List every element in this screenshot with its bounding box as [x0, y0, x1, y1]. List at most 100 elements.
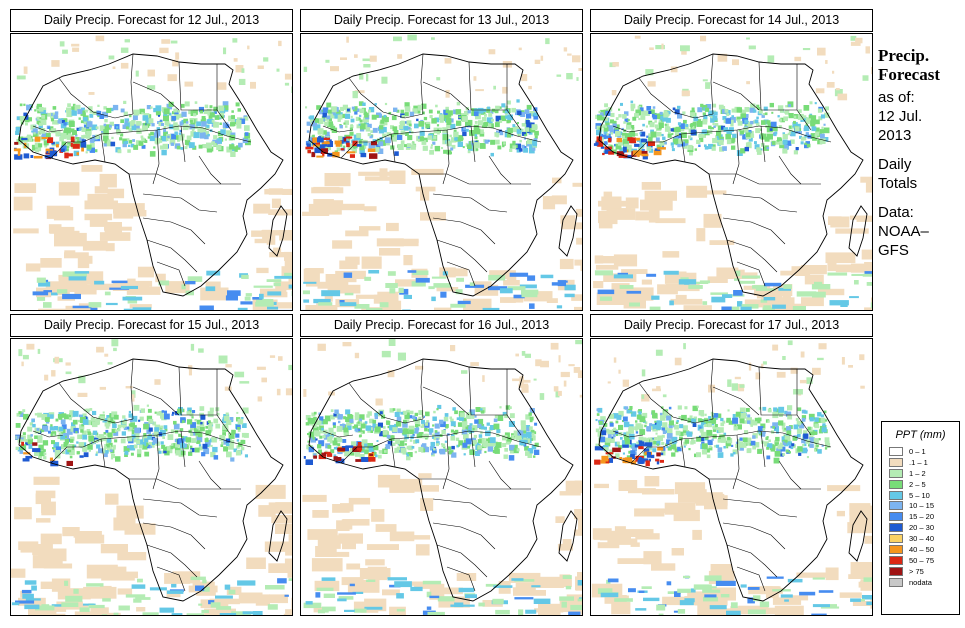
legend-item: 30 – 40 [889, 533, 959, 544]
country-border [470, 125, 476, 163]
country-border [722, 498, 798, 518]
madagascar-outline [848, 205, 868, 257]
totals-line-1: Daily [878, 156, 912, 173]
continent-outline [18, 358, 284, 602]
country-border [216, 64, 232, 131]
country-border [638, 77, 714, 119]
country-border [468, 61, 507, 111]
madagascar-outline [268, 205, 288, 257]
legend-swatch [889, 544, 903, 554]
country-border [726, 239, 778, 273]
country-border [422, 81, 470, 111]
legend-label: 40 – 50 [909, 544, 935, 554]
data-label: Data: [878, 204, 914, 221]
legend-swatch [889, 577, 903, 587]
country-border [709, 478, 821, 490]
legend-item: > 75 [889, 566, 959, 577]
country-border [506, 369, 522, 436]
country-border [712, 81, 760, 111]
country-border [32, 125, 64, 133]
legend-swatch [889, 446, 903, 456]
madagascar-outline [558, 510, 578, 562]
country-border [420, 53, 424, 115]
africa-map [593, 35, 872, 310]
totals-line-2: Totals [878, 175, 918, 192]
country-border [132, 81, 180, 111]
data-source-2: GFS [878, 242, 909, 259]
country-border [446, 261, 476, 287]
country-border [736, 261, 766, 287]
country-border [732, 434, 740, 490]
country-border [419, 173, 531, 185]
africa-map [11, 339, 292, 615]
legend-item: .1 – 1 [889, 457, 959, 468]
legend-item: 15 – 20 [889, 511, 959, 522]
forecast-panel-6: Daily Precip. Forecast for 17 Jul., 2013 [590, 314, 873, 616]
continent-outline [308, 53, 574, 297]
country-border [638, 382, 714, 424]
asof-date: 12 Jul. [878, 108, 923, 125]
country-border [630, 125, 832, 159]
country-border [156, 566, 186, 592]
legend-swatch [889, 490, 903, 500]
legend-title: PPT (mm) [895, 429, 946, 441]
sidebar-info: Precip. Forecast as of: 12 Jul. 2013 Dai… [878, 46, 964, 260]
country-border [178, 366, 217, 416]
country-border [156, 261, 186, 287]
country-border [340, 125, 542, 159]
country-border [216, 369, 232, 436]
country-border [778, 460, 802, 490]
country-border [726, 544, 778, 578]
country-border [710, 53, 714, 115]
asof-label: as of: [878, 89, 915, 106]
country-border [100, 438, 106, 468]
legend-swatch [889, 457, 903, 467]
country-border [709, 173, 821, 185]
legend-item: 10 – 15 [889, 500, 959, 511]
legend-label: 2 – 5 [909, 479, 926, 489]
panel-title: Daily Precip. Forecast for 14 Jul., 2013 [590, 9, 873, 32]
country-border [152, 129, 160, 185]
country-border [180, 125, 186, 163]
country-border [129, 478, 241, 490]
country-border [348, 77, 424, 119]
continent-outline [598, 358, 864, 602]
country-border [142, 522, 206, 550]
precip-map [300, 338, 583, 616]
continent-outline [308, 358, 574, 602]
legend-swatch [889, 555, 903, 565]
legend-label: 30 – 40 [909, 534, 935, 544]
country-border [152, 434, 160, 490]
country-border [422, 386, 470, 416]
legend-swatch [889, 534, 903, 544]
country-border [130, 358, 134, 420]
country-border [432, 193, 508, 213]
forecast-panel-2: Daily Precip. Forecast for 13 Jul., 2013 [300, 9, 583, 311]
country-border [778, 155, 802, 185]
africa-map [301, 34, 582, 310]
country-border [390, 133, 396, 163]
country-border [432, 522, 496, 550]
legend-item: 5 – 10 [889, 490, 959, 501]
precip-map [590, 33, 873, 311]
country-border [132, 386, 180, 416]
country-border [442, 129, 450, 185]
country-border [142, 217, 206, 245]
country-border [419, 478, 531, 490]
africa-map [591, 340, 872, 615]
country-border [432, 217, 496, 245]
country-border [130, 53, 134, 115]
country-border [180, 430, 186, 468]
panel-title: Daily Precip. Forecast for 13 Jul., 2013 [300, 9, 583, 32]
legend-label: 1 – 2 [909, 468, 926, 478]
country-border [680, 438, 686, 468]
country-border [470, 430, 476, 468]
country-border [142, 498, 218, 518]
legend-swatch [889, 512, 903, 522]
country-border [612, 125, 644, 133]
country-border [760, 125, 766, 163]
country-border [146, 239, 198, 273]
legend-swatch [889, 468, 903, 478]
country-border [32, 430, 64, 438]
